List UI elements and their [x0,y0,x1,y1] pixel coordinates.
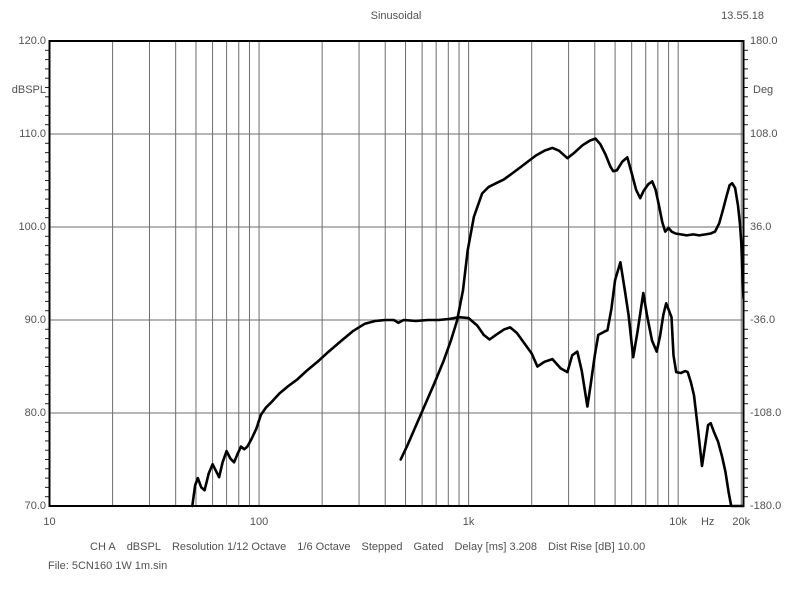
spl-curve-b [399,137,745,461]
y-right-tick-label: 108.0 [750,128,778,140]
status-segment-smoothing: 1/6 Octave [297,541,351,553]
measurement-status-bar: CH A dBSPL Resolution 1/12 Octave 1/6 Oc… [90,541,645,553]
x-tick-label: 100 [249,516,269,528]
chart-title: Sinusoidal [370,10,422,22]
x-tick-label: 1k [462,516,475,528]
status-segment-resolution: Resolution 1/12 Octave [171,541,287,553]
timestamp: 13.55.18 [721,10,764,22]
right-axis-unit-label: Deg [753,84,774,96]
y-left-tick-label: 80.0 [24,407,46,419]
y-left-tick-label: 70.0 [24,500,46,512]
status-segment-channel: CH A [90,541,116,553]
y-right-tick-label: -36.0 [750,314,776,326]
status-segment-unit: dBSPL [126,541,161,553]
y-left-tick-label: 90.0 [24,314,46,326]
y-right-tick-label: 180.0 [750,35,778,47]
x-tick-label: 10 [43,516,56,528]
y-left-tick-label: 100.0 [18,221,46,233]
spl-curve-a [191,261,745,508]
grid-lines [49,41,744,506]
y-right-tick-label: -180.0 [750,500,782,512]
y-left-tick-label: 120.0 [18,35,46,47]
x-axis-unit-label: Hz [700,516,715,528]
left-axis-unit-label: dBSPL [11,84,46,96]
x-tick-label: 20k [732,516,751,528]
y-right-tick-label: 36.0 [750,221,772,233]
status-segment-dist-rise: Dist Rise [dB] 10.00 [548,541,646,553]
axis-minor-ticks [45,49,748,498]
status-segment-gated: Gated [413,541,444,553]
status-segment-delay: Delay [ms] 3.208 [454,541,537,553]
y-right-tick-label: -108.0 [750,407,782,419]
plot-border [48,40,745,507]
file-name-label: File: 5CN160 1W 1m.sin [48,560,168,572]
x-tick-label: 10k [669,516,688,528]
status-segment-stepped: Stepped [361,541,403,553]
y-left-tick-label: 110.0 [19,128,46,140]
